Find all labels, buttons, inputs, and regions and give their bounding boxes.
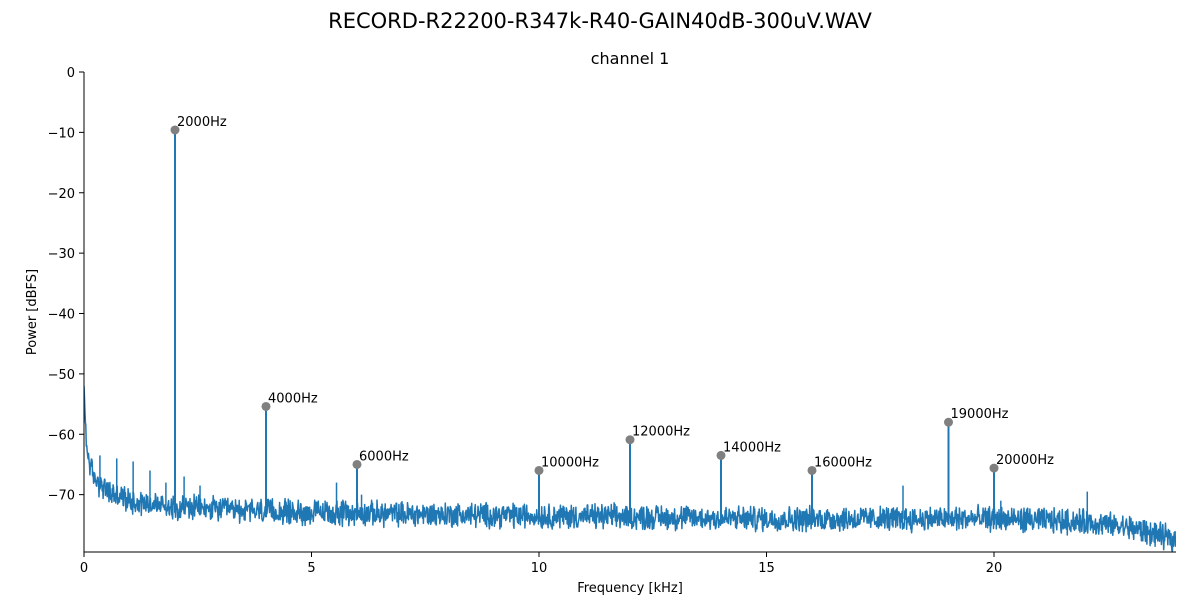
y-tick-label: −60 [48,428,75,443]
peak-label: 14000Hz [723,440,781,455]
peak-label: 16000Hz [814,455,872,470]
y-tick-label: −50 [48,368,75,383]
peak-marker [261,401,271,411]
y-tick-label: −20 [48,187,75,202]
x-axis-label: Frequency [kHz] [577,581,683,596]
chart-title: channel 1 [591,49,670,68]
peak-marker [534,465,544,475]
y-axis-label: Power [dBFS] [25,269,40,355]
peak-marker [170,125,180,135]
y-tick-label: −10 [48,126,75,141]
peak-marker [716,450,726,460]
peak-marker [989,463,999,473]
peak-label: 6000Hz [359,449,409,464]
peak-marker [625,435,635,445]
x-tick-label: 10 [531,561,548,576]
peak-label: 4000Hz [268,391,318,406]
peak-marker [807,465,817,475]
peak-marker [352,459,362,469]
x-tick-label: 0 [80,561,88,576]
x-tick-label: 5 [307,561,315,576]
x-tick-label: 20 [986,561,1003,576]
peak-label: 10000Hz [541,455,599,470]
y-tick-label: −40 [48,308,75,323]
peak-marker [944,417,953,427]
peak-label: 2000Hz [177,115,227,130]
y-tick-label: 0 [67,66,75,81]
chart-suptitle: RECORD-R22200-R347k-R40-GAIN40dB-300uV.W… [328,9,872,33]
y-tick-label: −30 [48,247,75,262]
peak-label: 20000Hz [996,453,1054,468]
peak-label: 12000Hz [632,425,690,440]
plot-series-group [84,129,1176,552]
plot-area: 2000Hz 4000Hz 6000Hz 10000Hz 12000Hz 14000Hz 1… [84,115,1176,552]
axes: 0 5 10 15 20 0 −10 −20 −30 −40 −50 −60 −70 [48,66,1176,576]
peak-label: 19000Hz [951,407,1009,422]
y-tick-label: −70 [48,489,75,504]
x-tick-label: 15 [758,561,775,576]
